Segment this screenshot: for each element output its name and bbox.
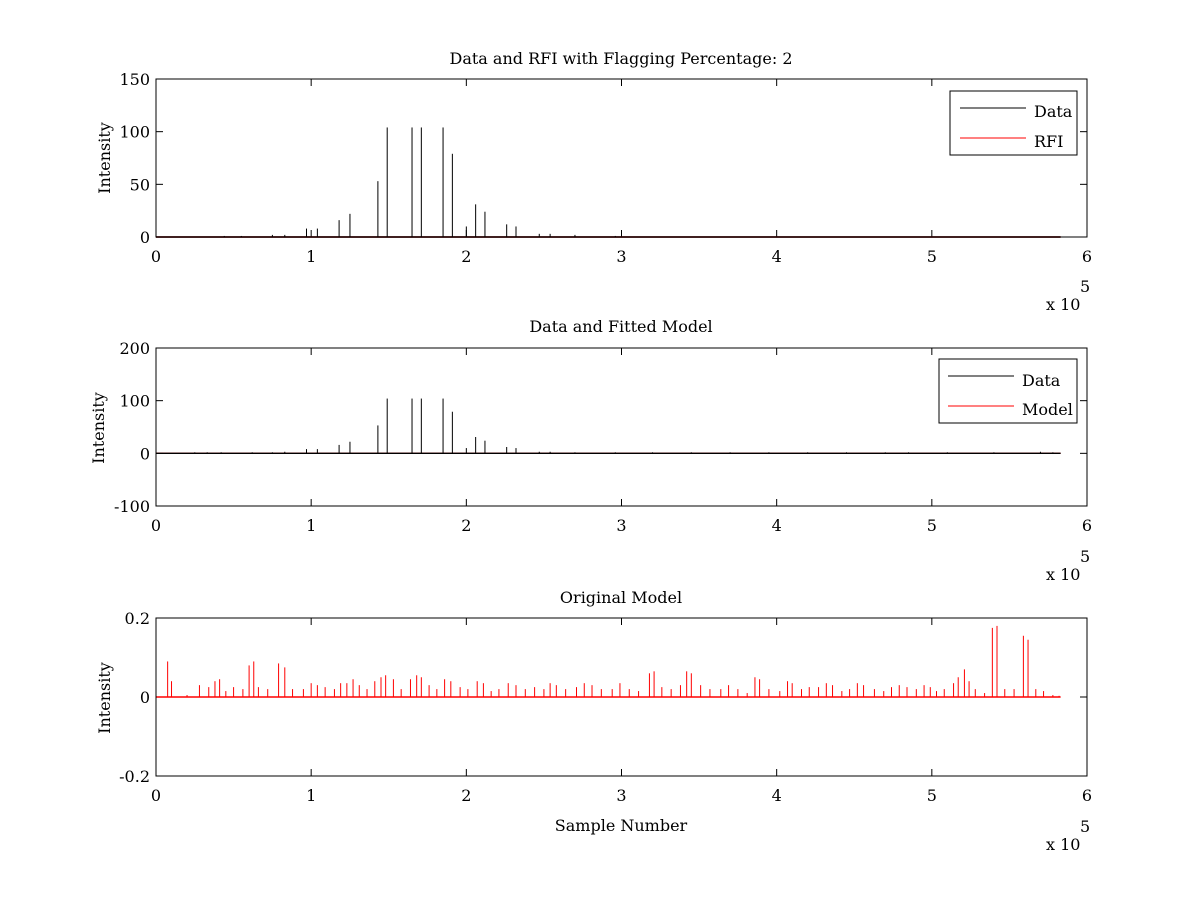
y-tick-label: 50 bbox=[130, 175, 150, 194]
x-ticks: 0 1 2 3 4 5 6 bbox=[151, 618, 1092, 805]
panel-rfi-flagging: Data and RFI with Flagging Percentage: 2… bbox=[95, 49, 1092, 314]
chart-title: Data and Fitted Model bbox=[529, 317, 712, 336]
chart-title: Original Model bbox=[560, 588, 682, 607]
x-tick-label: 0 bbox=[151, 516, 161, 535]
x-tick-label: 0 bbox=[151, 786, 161, 805]
legend-label-data: Data bbox=[1022, 371, 1061, 390]
y-tick-label: 100 bbox=[119, 392, 150, 411]
x-tick-label: 1 bbox=[306, 247, 316, 266]
legend-box bbox=[938, 358, 1078, 424]
legend-label-rfi: RFI bbox=[1034, 132, 1063, 151]
y-tick-label: 150 bbox=[119, 70, 150, 89]
x-tick-label: 3 bbox=[616, 247, 626, 266]
x-multiplier: x 10 5 bbox=[1046, 277, 1090, 314]
x-multiplier-exponent: 5 bbox=[1080, 547, 1090, 566]
y-tick-label: 0.2 bbox=[125, 609, 150, 628]
x-tick-label: 5 bbox=[927, 247, 937, 266]
x-tick-label: 2 bbox=[461, 786, 471, 805]
y-axis-label: Intensity bbox=[95, 662, 114, 734]
x-tick-label: 2 bbox=[461, 247, 471, 266]
y-tick-label: 0 bbox=[140, 228, 150, 247]
legend-label-data: Data bbox=[1034, 102, 1073, 121]
y-tick-label: 0 bbox=[140, 444, 150, 463]
plot-frame bbox=[155, 617, 1088, 777]
x-tick-label: 6 bbox=[1082, 516, 1092, 535]
x-tick-label: 4 bbox=[772, 516, 782, 535]
legend-box bbox=[949, 90, 1078, 156]
x-axis-label: Sample Number bbox=[555, 816, 688, 835]
chart-title: Data and RFI with Flagging Percentage: 2 bbox=[449, 49, 792, 68]
y-tick-label: -0.2 bbox=[119, 767, 150, 786]
y-tick-label: 0 bbox=[140, 688, 150, 707]
x-multiplier-base: x 10 bbox=[1046, 835, 1080, 854]
x-tick-label: 4 bbox=[772, 247, 782, 266]
x-multiplier: x 10 5 bbox=[1046, 547, 1090, 584]
y-tick-label: 100 bbox=[119, 123, 150, 142]
x-tick-label: 0 bbox=[151, 247, 161, 266]
x-tick-label: 4 bbox=[772, 786, 782, 805]
x-ticks: 0 1 2 3 4 5 6 bbox=[151, 348, 1092, 535]
y-ticks: -100 0 100 200 bbox=[114, 339, 1087, 516]
panel-original-model: Original Model Intensity Sample Number 0… bbox=[95, 588, 1092, 854]
plot-frame bbox=[155, 347, 1088, 507]
x-tick-label: 6 bbox=[1082, 247, 1092, 266]
x-tick-label: 5 bbox=[927, 786, 937, 805]
x-multiplier-base: x 10 bbox=[1046, 295, 1080, 314]
y-tick-label: -100 bbox=[114, 497, 150, 516]
x-tick-label: 6 bbox=[1082, 786, 1092, 805]
x-multiplier: x 10 5 bbox=[1046, 817, 1090, 854]
y-tick-label: 200 bbox=[119, 339, 150, 358]
series-marks bbox=[156, 625, 1061, 698]
x-tick-label: 5 bbox=[927, 516, 937, 535]
x-multiplier-base: x 10 bbox=[1046, 565, 1080, 584]
x-multiplier-exponent: 5 bbox=[1080, 277, 1090, 296]
y-axis-label: Intensity bbox=[89, 392, 108, 464]
x-tick-label: 2 bbox=[461, 516, 471, 535]
x-tick-label: 3 bbox=[616, 516, 626, 535]
x-multiplier-exponent: 5 bbox=[1080, 817, 1090, 836]
x-tick-label: 1 bbox=[306, 516, 316, 535]
x-tick-label: 3 bbox=[616, 786, 626, 805]
x-tick-label: 1 bbox=[306, 786, 316, 805]
legend-label-model: Model bbox=[1022, 400, 1073, 419]
series-marks bbox=[156, 398, 1061, 455]
y-axis-label: Intensity bbox=[95, 122, 114, 194]
plot-frame bbox=[155, 78, 1088, 238]
legend: Data Model bbox=[938, 358, 1078, 424]
legend: Data RFI bbox=[949, 90, 1078, 156]
